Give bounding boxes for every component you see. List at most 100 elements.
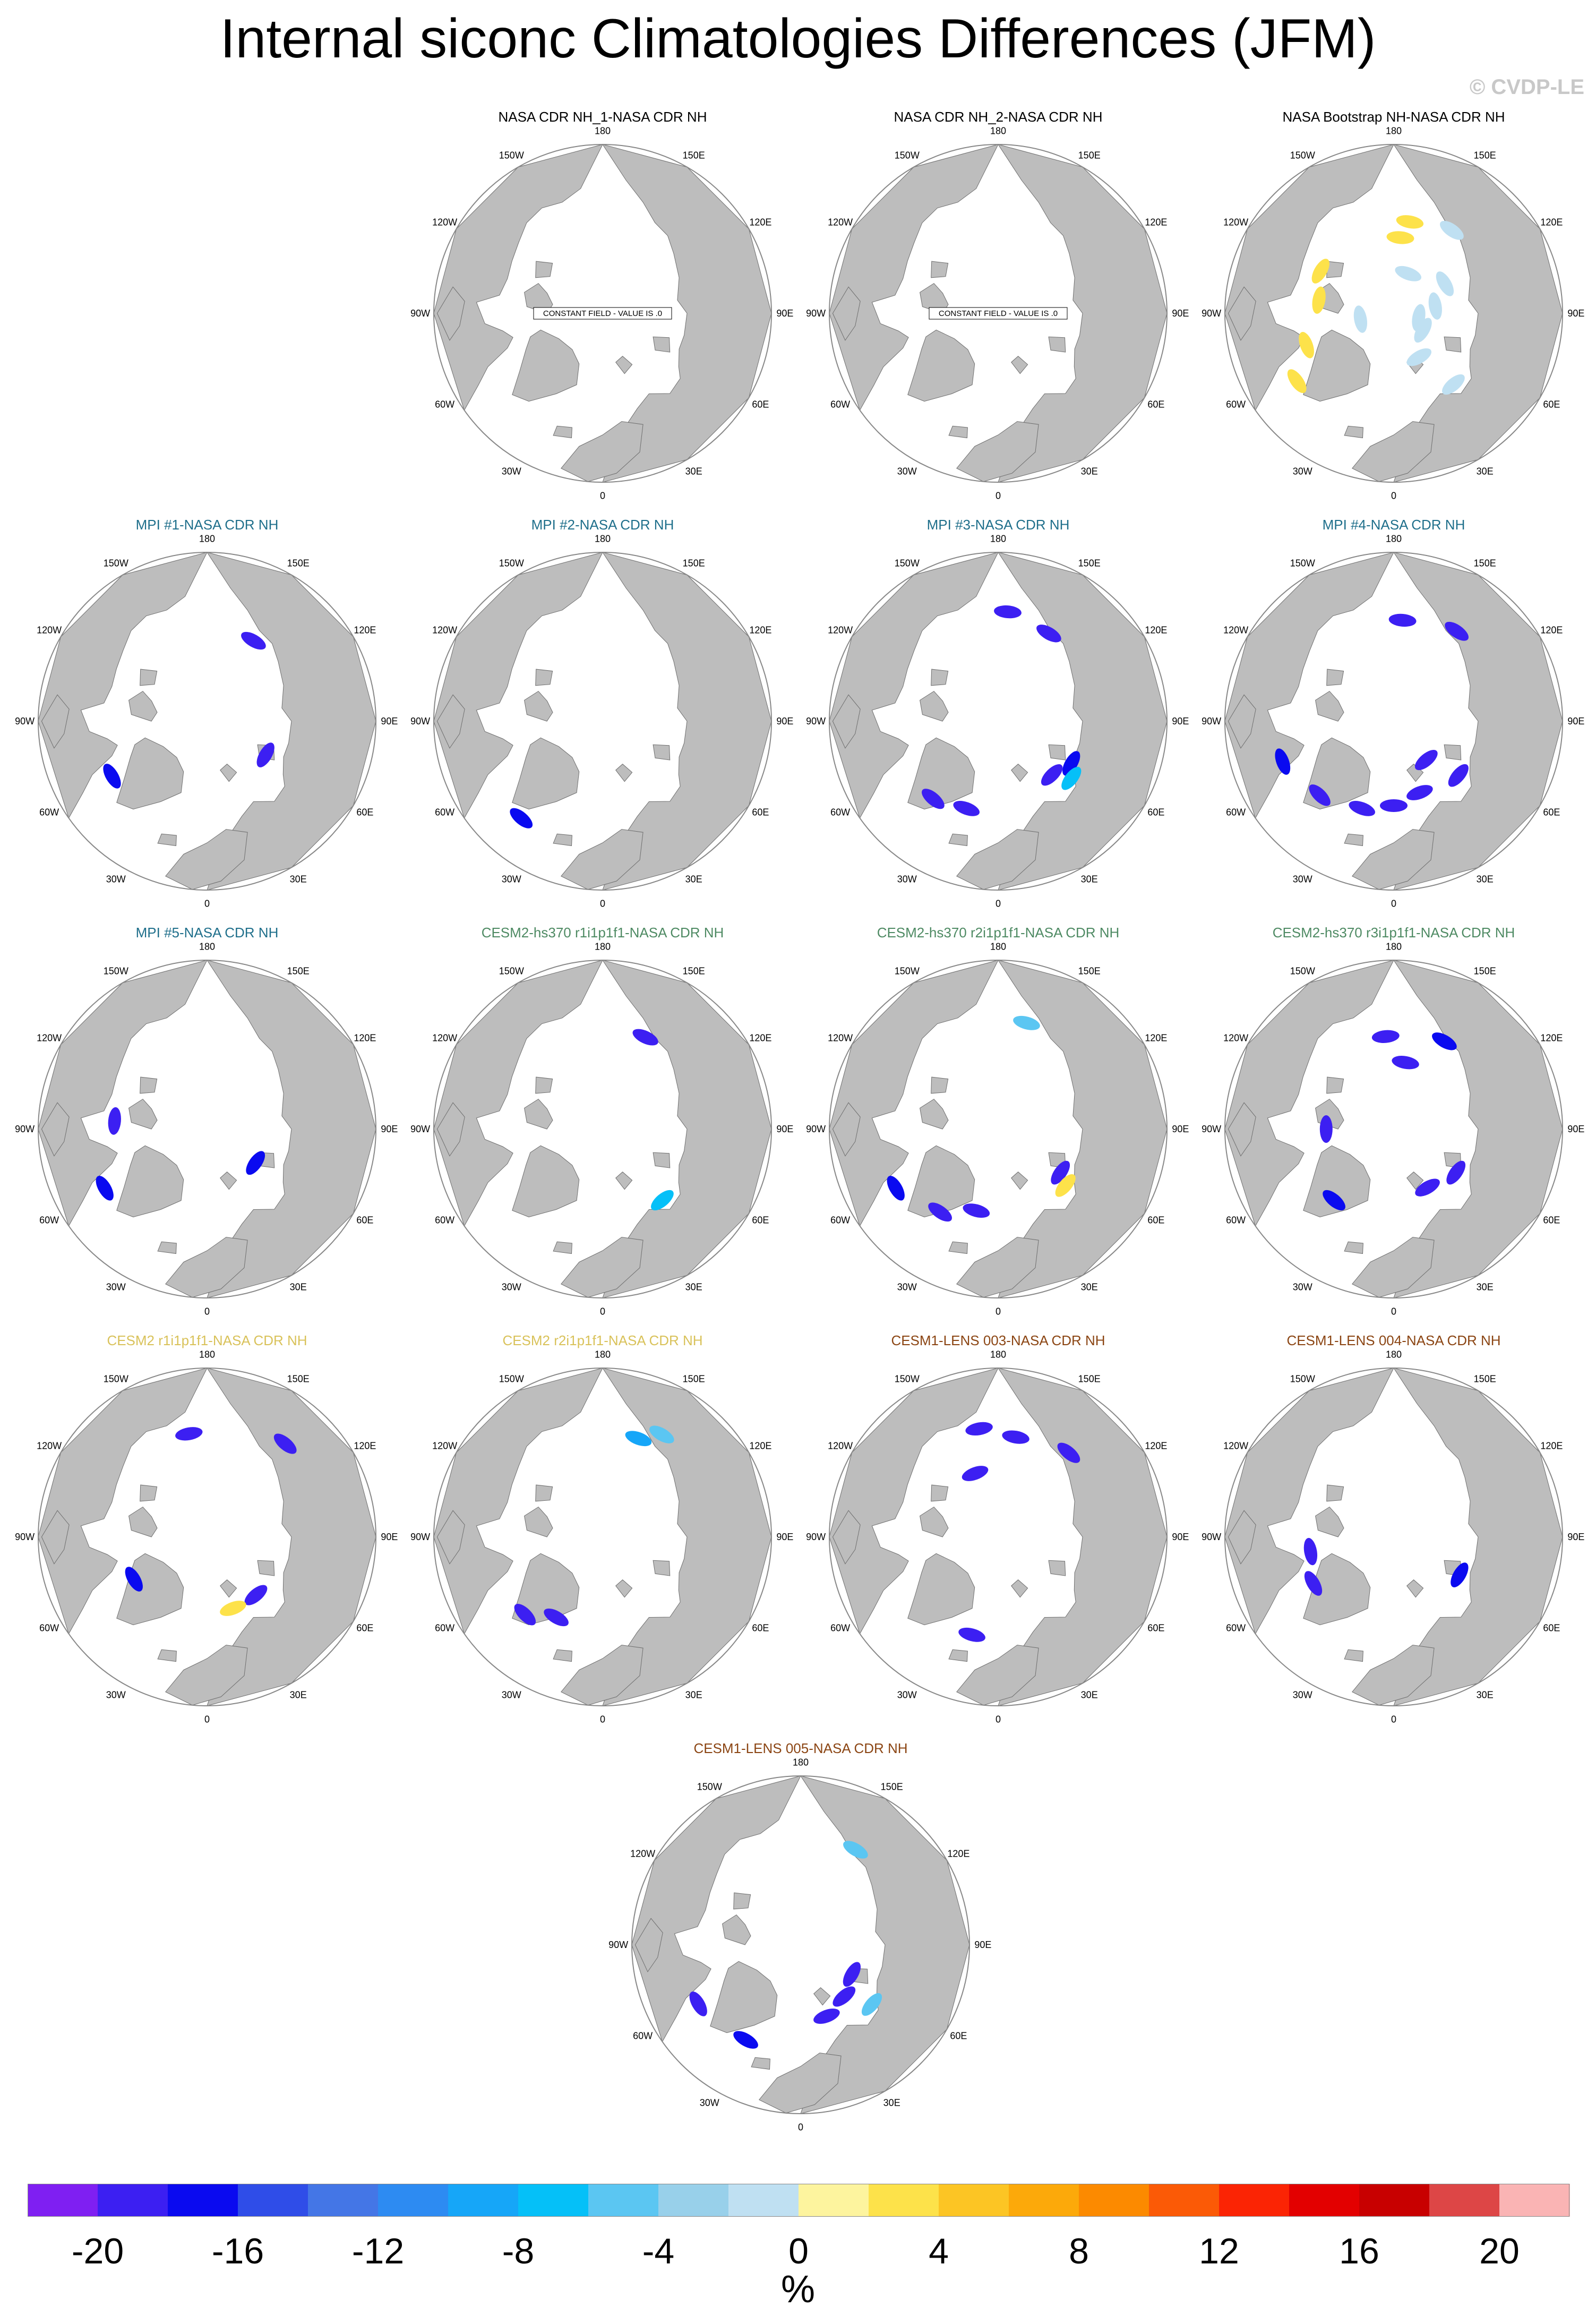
map-panel: MPI #3-NASA CDR NH 180 150E 120E 90E 60E 30E 0 3…	[806, 517, 1189, 909]
longitude-label: 60W	[435, 807, 454, 818]
colorbar-segment	[939, 2184, 1009, 2217]
longitude-label: 60E	[356, 807, 373, 818]
constant-field-box	[929, 307, 1068, 320]
polar-map: 180 150E 120E 90E 60E 30E 0 30W 60W 90W 120W 150W	[410, 942, 793, 1317]
siconc-anomaly	[1414, 750, 1438, 771]
longitude-label: 90E	[1567, 1532, 1584, 1542]
land-mass	[553, 425, 572, 439]
map-boundary	[829, 552, 1168, 891]
longitude-label: 120W	[37, 1440, 62, 1451]
colorbar-segment	[1499, 2184, 1570, 2217]
siconc-anomaly	[813, 2009, 840, 2024]
longitude-label: 30W	[1293, 466, 1312, 476]
land-mass	[931, 1484, 949, 1502]
land-mass	[38, 960, 208, 1227]
land-mass	[140, 1076, 158, 1094]
longitude-label: 60W	[633, 2031, 653, 2041]
siconc-anomaly	[1445, 621, 1469, 641]
map-boundary	[829, 960, 1168, 1298]
longitude-label: 0	[1391, 1306, 1396, 1317]
polar-map: 180 150E 120E 90E 60E 30E 0 30W 60W 90W 120W 150W	[15, 942, 398, 1317]
land-mass	[157, 1241, 177, 1254]
siconc-anomaly	[1323, 1190, 1345, 1211]
map-panel: CESM1-LENS 005-NASA CDR NH 180 150E 120E 90E…	[608, 1740, 992, 2132]
colorbar-segment	[588, 2184, 659, 2217]
longitude-label: 60W	[830, 807, 850, 818]
longitude-label: 90W	[1202, 1532, 1221, 1542]
colorbar-segment	[1429, 2184, 1500, 2217]
longitude-label: 60W	[830, 399, 850, 410]
longitude-label: 150W	[104, 1374, 128, 1385]
map-panel: CESM2-hs370 r1i1p1f1-NASA CDR NH 180 150E 1…	[410, 925, 794, 1317]
siconc-anomaly	[1312, 286, 1326, 314]
colorbar-tick-label: -16	[211, 2231, 264, 2271]
siconc-anomaly	[1436, 271, 1454, 296]
land-mass	[615, 356, 633, 374]
land-mass	[948, 1241, 968, 1254]
siconc-anomaly	[1311, 259, 1329, 284]
longitude-label: 150W	[499, 558, 524, 569]
land-mass	[956, 1645, 1039, 1706]
panel-title: MPI #1-NASA CDR NH	[135, 517, 279, 533]
siconc-anomaly	[273, 1433, 297, 1454]
map-boundary	[433, 144, 772, 483]
longitude-label: 180	[199, 1349, 215, 1360]
siconc-anomaly	[1380, 799, 1408, 812]
longitude-label: 60E	[1147, 807, 1164, 818]
land-mass	[948, 425, 968, 439]
longitude-label: 90W	[410, 716, 430, 727]
map-panel: NASA CDR NH_2-NASA CDR NH 180 150E 120E 90E 6…	[806, 109, 1189, 501]
land-mass	[931, 261, 949, 278]
land-mass	[165, 1237, 248, 1298]
siconc-anomaly	[1395, 266, 1421, 281]
polar-map: 180 150E 120E 90E 60E 30E 0 30W 60W 90W 120W 150W CO…	[410, 126, 793, 501]
longitude-label: 30W	[1293, 874, 1312, 884]
longitude-label: 30W	[502, 1689, 521, 1700]
longitude-label: 150W	[104, 966, 128, 977]
longitude-label: 0	[1391, 490, 1396, 501]
map-panel: CESM2 r1i1p1f1-NASA CDR NH 180 150E 120E 90E…	[15, 1332, 398, 1724]
longitude-label: 60W	[830, 1623, 850, 1634]
land-mass	[553, 833, 572, 847]
longitude-label: 180	[990, 534, 1006, 544]
longitude-label: 120E	[1540, 1032, 1563, 1043]
siconc-anomaly	[689, 1991, 707, 2016]
longitude-label: 90W	[1202, 308, 1221, 319]
longitude-label: 90W	[410, 308, 430, 319]
map-boundary	[433, 552, 772, 891]
longitude-label: 0	[204, 1714, 210, 1724]
land-mass	[220, 1172, 237, 1190]
land-mass	[1048, 744, 1066, 760]
longitude-label: 150E	[683, 558, 705, 569]
land-mass	[956, 421, 1039, 482]
longitude-label: 30E	[290, 1689, 307, 1700]
longitude-label: 90E	[1172, 1532, 1189, 1542]
land-mass	[634, 1918, 663, 1972]
polar-map: 180 150E 120E 90E 60E 30E 0 30W 60W 90W 120W 150W	[1202, 1349, 1584, 1725]
siconc-anomaly	[963, 1203, 990, 1218]
longitude-label: 90E	[776, 1532, 793, 1542]
land-mass	[128, 1506, 158, 1537]
land-mass	[1011, 1579, 1028, 1598]
longitude-label: 150W	[104, 558, 128, 569]
longitude-label: 30E	[685, 1689, 702, 1700]
siconc-anomaly	[1349, 801, 1375, 816]
polar-map: 180 150E 120E 90E 60E 30E 0 30W 60W 90W 120W 150W CO…	[806, 126, 1189, 501]
land-mass	[1352, 1237, 1435, 1298]
longitude-label: 120E	[1540, 625, 1563, 635]
longitude-label: 90W	[15, 1124, 35, 1134]
longitude-label: 120W	[1223, 625, 1248, 635]
land-mass	[920, 283, 949, 314]
siconc-anomaly	[651, 1190, 674, 1211]
siconc-anomaly	[241, 631, 266, 650]
longitude-label: 120E	[1145, 217, 1167, 227]
siconc-anomaly	[1013, 1015, 1040, 1030]
longitude-label: 180	[793, 1757, 809, 1768]
polar-map: 180 150E 120E 90E 60E 30E 0 30W 60W 90W 120W 150W	[1202, 942, 1584, 1317]
longitude-label: 150E	[1078, 558, 1101, 569]
longitude-label: 90W	[806, 308, 826, 319]
land-mass	[434, 1368, 603, 1635]
land-mass	[920, 1098, 949, 1130]
polar-map: 180 150E 120E 90E 60E 30E 0 30W 60W 90W 120W 150W	[15, 1349, 398, 1725]
longitude-label: 120W	[828, 1440, 853, 1451]
